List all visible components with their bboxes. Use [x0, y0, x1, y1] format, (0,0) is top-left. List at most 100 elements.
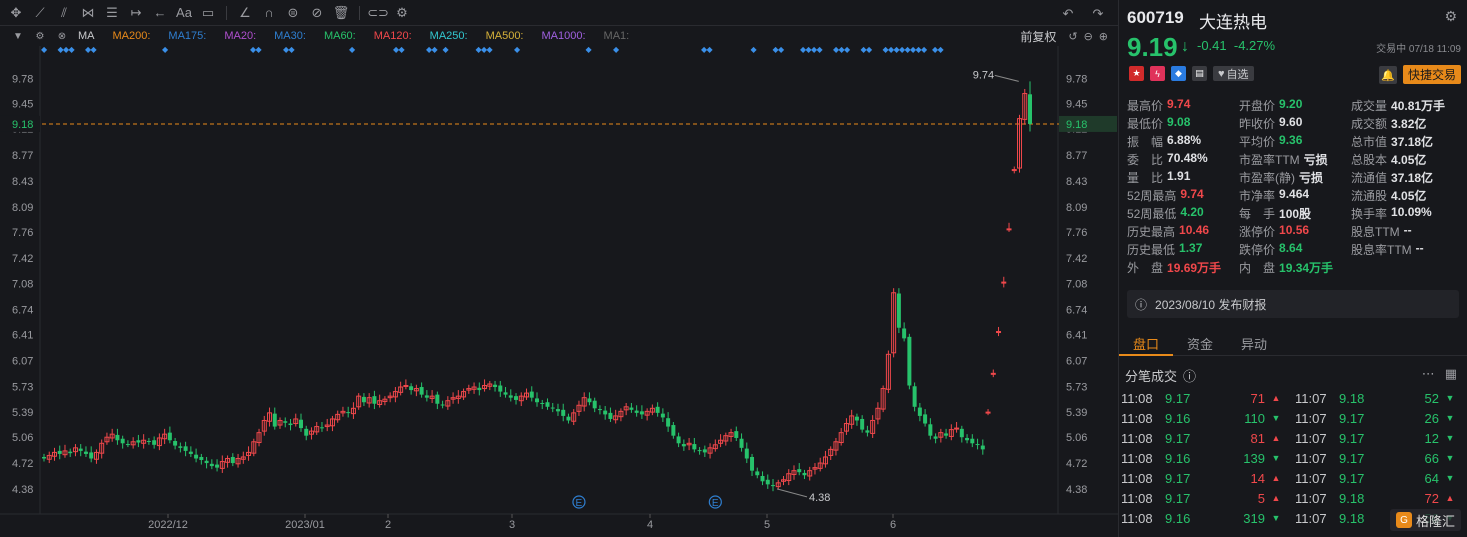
- more-icon[interactable]: ⋯: [1421, 366, 1435, 381]
- trade-cell: 5: [1257, 490, 1265, 506]
- measure-icon[interactable]: ↦: [130, 4, 142, 20]
- candle-body: [597, 409, 602, 411]
- candle-body: [529, 391, 534, 398]
- hide-icon[interactable]: ⊘: [311, 4, 323, 20]
- arrow-icon[interactable]: ←: [153, 5, 167, 20]
- y-tick-right: 7.76: [1066, 227, 1087, 239]
- lock-icon[interactable]: ⊜: [287, 4, 299, 20]
- candle-body: [471, 386, 477, 390]
- tab-item[interactable]: 资金: [1187, 337, 1214, 352]
- ma-legend-item[interactable]: MA200:: [112, 30, 151, 42]
- badge-row: ★ ϟ ◆ ▤ ♥ 自选: [1129, 66, 1254, 81]
- pattern-icon[interactable]: ⋈: [81, 4, 95, 20]
- candle-body: [130, 441, 136, 446]
- candle-body: [387, 395, 393, 399]
- trade-cell: 11:08: [1121, 510, 1153, 526]
- trash-icon[interactable]: 🗑: [332, 4, 350, 20]
- signal-dot: ◆: [751, 46, 758, 54]
- candle-body: [965, 437, 970, 441]
- crosshair-icon[interactable]: ✥: [10, 4, 22, 20]
- ma-legend-item[interactable]: MA500:: [485, 30, 524, 42]
- trades-header: 分笔成交 ⓘ: [1125, 366, 1196, 385]
- y-tick-right: 9.78: [1066, 73, 1087, 85]
- candle-body: [902, 328, 907, 339]
- compare-icon[interactable]: ⊂⊃: [367, 4, 389, 20]
- candle-body: [561, 409, 566, 416]
- text-icon[interactable]: Aa: [176, 5, 192, 20]
- line-icon[interactable]: ⟋: [35, 4, 45, 20]
- quick-trade-button[interactable]: 快捷交易: [1402, 65, 1461, 84]
- pencil-icon[interactable]: ∠: [239, 4, 251, 20]
- trade-cell: 9.17: [1339, 410, 1365, 426]
- candle-body: [728, 432, 734, 437]
- trade-cell: 11:07: [1295, 410, 1327, 426]
- candle-body: [514, 396, 519, 400]
- signal-dot: ◆: [487, 46, 494, 54]
- candle-body: [235, 457, 241, 465]
- fib-icon[interactable]: ☰: [106, 4, 118, 20]
- candle-body: [802, 472, 807, 476]
- help-icon[interactable]: ⓘ: [1183, 369, 1197, 384]
- toolbar-divider: [359, 5, 360, 20]
- ma-legend-item[interactable]: MA20:: [224, 30, 257, 42]
- ma-legend-item[interactable]: MA30:: [274, 30, 306, 42]
- doc-icon[interactable]: ▤: [1192, 66, 1207, 81]
- stat-item: 52周最高 9.74: [1127, 187, 1239, 204]
- stat-item: 52周最低 4.20: [1127, 205, 1239, 222]
- zoom-in-icon[interactable]: ⊕: [1098, 31, 1108, 43]
- stat-label: 流通值: [1351, 170, 1388, 185]
- candle-body: [445, 400, 451, 407]
- trade-cell: 11:07: [1295, 430, 1327, 446]
- note-icon[interactable]: ▭: [201, 4, 215, 20]
- candle-body: [812, 467, 818, 470]
- grid-icon[interactable]: ▦: [1444, 366, 1457, 381]
- candlestick-chart[interactable]: 9.789.789.459.459.129.128.778.778.438.43…: [0, 46, 1118, 537]
- panel-settings-icon[interactable]: ⚙: [1444, 8, 1457, 24]
- ma-legend-item[interactable]: MA120:: [373, 30, 412, 42]
- stat-item: 流通值 37.18亿: [1351, 169, 1463, 186]
- settings-icon[interactable]: ⚙: [396, 4, 408, 20]
- candle-body: [681, 444, 686, 447]
- magnet-icon[interactable]: ∩: [264, 5, 274, 20]
- trade-cell: ▼: [1445, 393, 1455, 403]
- trade-cell: 52: [1424, 390, 1439, 406]
- ma-legend-item[interactable]: MA1000:: [541, 30, 586, 42]
- ma-label[interactable]: MA: [78, 30, 95, 42]
- earnings-event-marker: [708, 495, 722, 509]
- adjust-mode-button[interactable]: 前复权: [1020, 30, 1057, 44]
- ma-legend-item[interactable]: MA60:: [323, 30, 356, 42]
- stat-item: 流通股 4.05亿: [1351, 187, 1463, 204]
- candle-body: [162, 433, 168, 440]
- ma-legend-item[interactable]: MA175:: [168, 30, 207, 42]
- stat-item: 最高价 9.74: [1127, 97, 1239, 114]
- stat-value: 10.09%: [1391, 204, 1432, 219]
- alert-bell-icon[interactable]: 🔔: [1379, 66, 1397, 84]
- change-percent: -4.27%: [1233, 38, 1276, 53]
- stat-value: 19.34万手: [1279, 260, 1334, 275]
- y-tick-right: 9.45: [1066, 98, 1087, 110]
- add-watchlist-button[interactable]: ♥ 自选: [1213, 66, 1254, 81]
- candle-body: [912, 386, 917, 407]
- stat-value: 100股: [1279, 206, 1312, 221]
- ma-close-icon[interactable]: ⊗: [57, 30, 67, 42]
- signal-dot: ◆: [888, 46, 895, 54]
- undo-icon[interactable]: ↶: [1062, 6, 1074, 21]
- collapse-icon[interactable]: ▼: [13, 30, 23, 42]
- reset-icon[interactable]: ↺: [1068, 31, 1078, 43]
- y-tick-left: 4.72: [12, 458, 33, 470]
- channel-icon[interactable]: ⫽: [61, 4, 67, 20]
- tab-item[interactable]: 盘口: [1119, 334, 1174, 356]
- high-annotation: 9.74: [973, 69, 994, 81]
- low-annotation: 4.38: [809, 492, 830, 504]
- ma-legend-item[interactable]: MA1:: [603, 30, 630, 42]
- stat-item: 开盘价 9.20: [1239, 97, 1351, 114]
- ma-settings-icon[interactable]: ⚙: [35, 30, 45, 42]
- lightning-icon[interactable]: ϟ: [1150, 66, 1165, 81]
- candle-body: [666, 418, 671, 427]
- redo-icon[interactable]: ↷: [1092, 6, 1104, 21]
- tag-icon[interactable]: ◆: [1171, 66, 1186, 81]
- zoom-out-icon[interactable]: ⊖: [1083, 31, 1093, 43]
- tab-item[interactable]: 异动: [1241, 337, 1268, 352]
- earnings-notice[interactable]: ⓘ 2023/08/10 发布财报: [1127, 290, 1459, 318]
- ma-legend-item[interactable]: MA250:: [429, 30, 468, 42]
